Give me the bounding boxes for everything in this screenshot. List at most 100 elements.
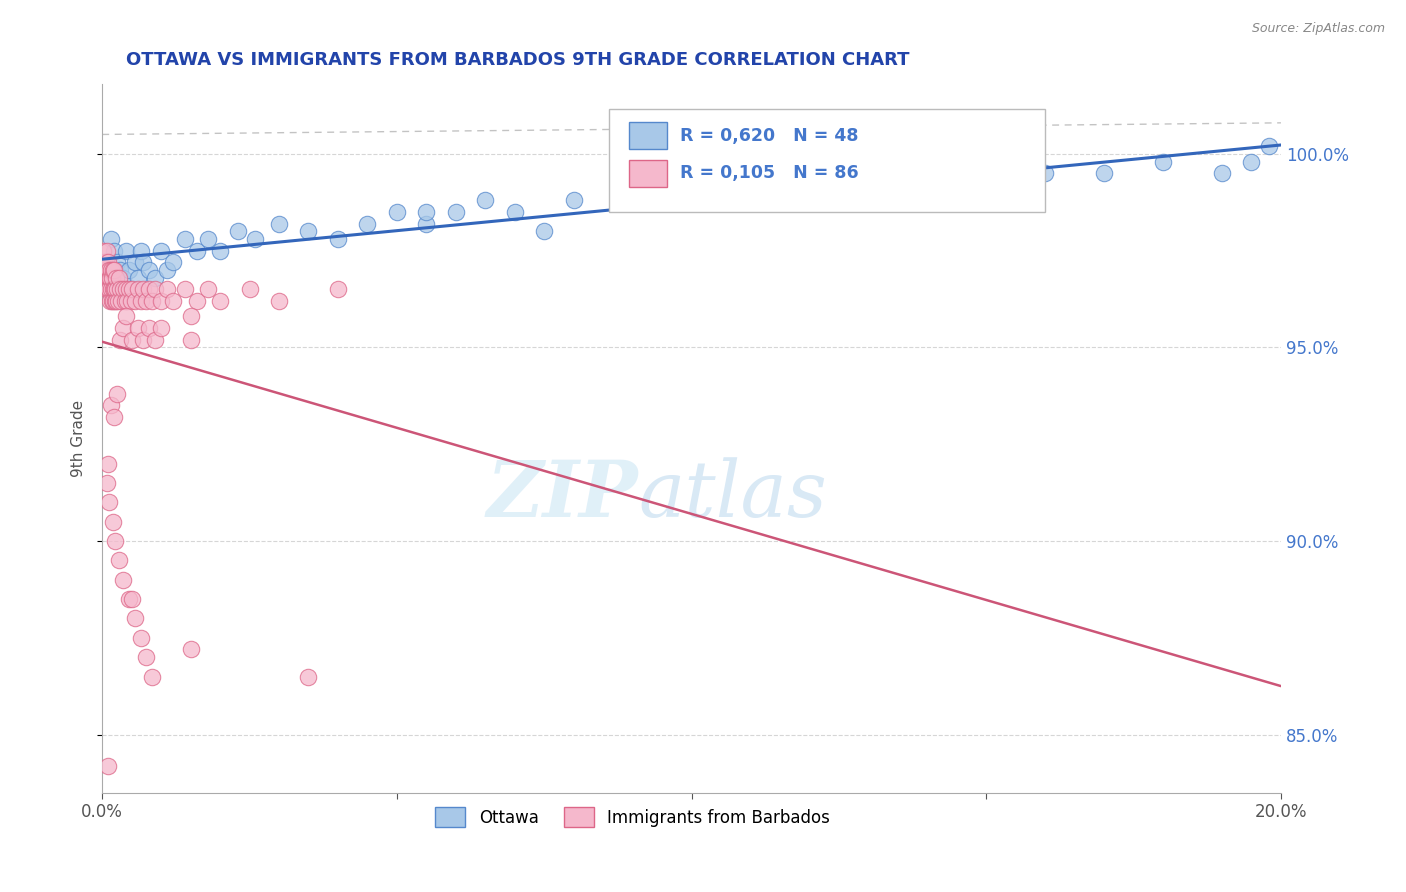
Point	[115, 293, 138, 308]
Point	[267, 217, 290, 231]
Point	[101, 270, 124, 285]
Point	[180, 310, 202, 324]
Point	[100, 293, 122, 308]
Point	[103, 293, 125, 308]
Point	[917, 166, 939, 180]
Point	[267, 293, 290, 308]
Point	[127, 321, 149, 335]
Point	[141, 669, 163, 683]
Point	[118, 282, 141, 296]
Bar	[628, 160, 666, 186]
Point	[156, 263, 179, 277]
Point	[385, 205, 408, 219]
Point	[974, 178, 997, 192]
Point	[111, 573, 134, 587]
Point	[107, 293, 129, 308]
Point	[562, 194, 585, 208]
Point	[103, 263, 125, 277]
Point	[105, 255, 128, 269]
Point	[415, 217, 437, 231]
Point	[129, 631, 152, 645]
Point	[799, 178, 821, 192]
Point	[150, 244, 173, 258]
Point	[96, 270, 118, 285]
Point	[186, 244, 208, 258]
Point	[96, 263, 118, 277]
Point	[108, 263, 131, 277]
Point	[124, 255, 146, 269]
Point	[415, 205, 437, 219]
Point	[197, 282, 219, 296]
Point	[186, 293, 208, 308]
Point	[105, 282, 128, 296]
Point	[107, 553, 129, 567]
Point	[297, 224, 319, 238]
Point	[101, 515, 124, 529]
Point	[444, 205, 467, 219]
Point	[858, 166, 880, 180]
Point	[94, 263, 117, 277]
Point	[107, 270, 129, 285]
Point	[108, 333, 131, 347]
Point	[97, 270, 120, 285]
Point	[681, 186, 703, 200]
Point	[97, 758, 120, 772]
Point	[114, 282, 136, 296]
Point	[93, 255, 115, 269]
Point	[740, 178, 762, 192]
Point	[621, 186, 644, 200]
Text: Source: ZipAtlas.com: Source: ZipAtlas.com	[1251, 22, 1385, 36]
Point	[105, 270, 128, 285]
Point	[118, 263, 141, 277]
Point	[1258, 139, 1281, 153]
Point	[100, 263, 122, 277]
Point	[98, 495, 121, 509]
Point	[138, 282, 160, 296]
Point	[104, 282, 127, 296]
Point	[121, 333, 143, 347]
Point	[114, 293, 136, 308]
Point	[114, 310, 136, 324]
Point	[100, 270, 122, 285]
Point	[96, 475, 118, 490]
Point	[150, 321, 173, 335]
Point	[1240, 154, 1263, 169]
Point	[197, 232, 219, 246]
Point	[150, 293, 173, 308]
Point	[141, 293, 163, 308]
Point	[143, 333, 166, 347]
Legend: Ottawa, Immigrants from Barbados: Ottawa, Immigrants from Barbados	[429, 800, 837, 834]
Point	[156, 282, 179, 296]
Point	[132, 282, 155, 296]
Point	[503, 205, 526, 219]
Point	[180, 642, 202, 657]
Point	[1152, 154, 1174, 169]
Point	[111, 270, 134, 285]
Text: R = 0,620   N = 48: R = 0,620 N = 48	[679, 127, 858, 145]
Point	[138, 321, 160, 335]
Point	[1092, 166, 1115, 180]
Point	[104, 293, 127, 308]
Point	[121, 282, 143, 296]
Text: OTTAWA VS IMMIGRANTS FROM BARBADOS 9TH GRADE CORRELATION CHART: OTTAWA VS IMMIGRANTS FROM BARBADOS 9TH G…	[125, 51, 910, 69]
Point	[132, 255, 155, 269]
Point	[101, 263, 124, 277]
Y-axis label: 9th Grade: 9th Grade	[72, 400, 86, 477]
Text: R = 0,105   N = 86: R = 0,105 N = 86	[679, 164, 859, 182]
Point	[326, 282, 349, 296]
Point	[97, 282, 120, 296]
Point	[103, 410, 125, 425]
Point	[93, 244, 115, 258]
Point	[132, 333, 155, 347]
Point	[103, 244, 125, 258]
Point	[110, 293, 132, 308]
Point	[111, 321, 134, 335]
Point	[533, 224, 555, 238]
Point	[96, 244, 118, 258]
Point	[103, 282, 125, 296]
Point	[209, 293, 232, 308]
Point	[135, 293, 157, 308]
Point	[135, 650, 157, 665]
Point	[100, 232, 122, 246]
Point	[97, 457, 120, 471]
